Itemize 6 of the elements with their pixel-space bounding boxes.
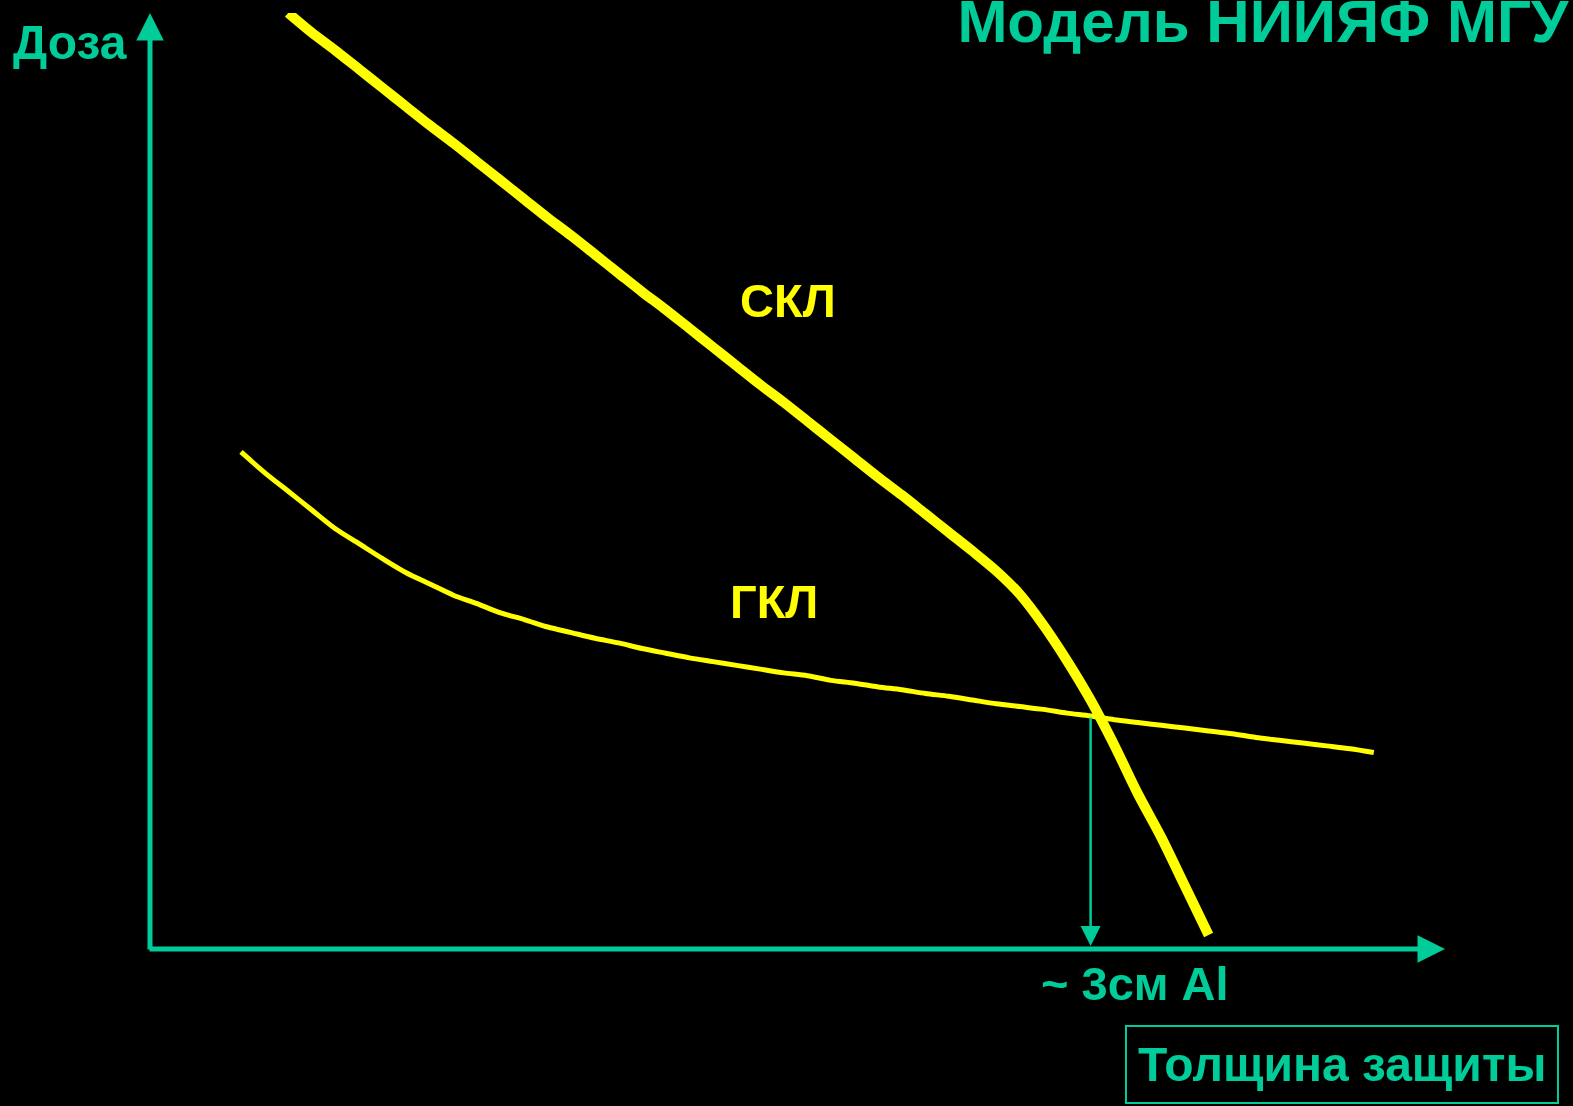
series-label: ГКЛ — [730, 575, 819, 628]
text: ~ 3см Al — [1041, 957, 1229, 1010]
y-axis-title: Доза — [13, 16, 127, 69]
chart-title: Модель НИИЯФ МГУ — [957, 0, 1569, 55]
x-axis-title: Толщина защиты — [1138, 1038, 1547, 1091]
series-label: СКЛ — [740, 274, 836, 327]
